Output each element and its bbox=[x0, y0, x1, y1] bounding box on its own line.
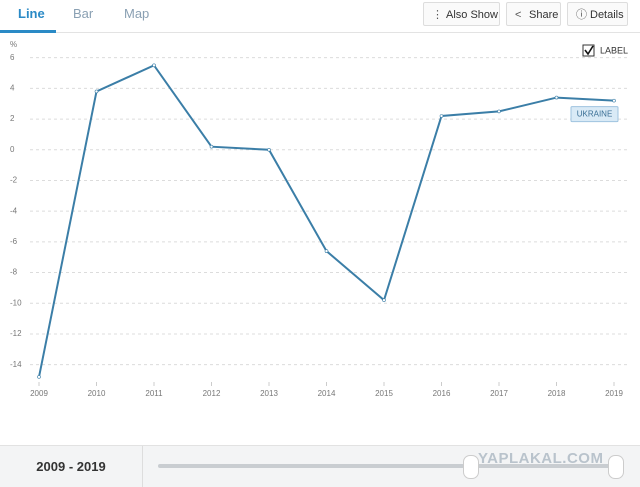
button-label: Share bbox=[529, 9, 559, 21]
point bbox=[94, 89, 99, 94]
range-bar: 2009 - 2019 YAPLAKAL.COM bbox=[0, 445, 640, 487]
y-tick-label: -4 bbox=[10, 206, 18, 215]
point bbox=[554, 95, 559, 100]
button-label: Details bbox=[590, 9, 624, 21]
point bbox=[439, 114, 444, 118]
tab-bar[interactable]: Bar bbox=[73, 6, 94, 21]
x-tick-label: 2017 bbox=[490, 389, 508, 398]
y-tick-label: -6 bbox=[10, 237, 18, 246]
x-tick-label: 2016 bbox=[433, 389, 451, 398]
x-tick-label: 2014 bbox=[318, 389, 336, 398]
slider-handle[interactable] bbox=[608, 455, 624, 479]
button-label: Also Show bbox=[446, 9, 498, 21]
point bbox=[209, 144, 214, 149]
series-label-box bbox=[570, 106, 619, 123]
tab-underline bbox=[0, 30, 56, 33]
y-tick-label: 2 bbox=[10, 114, 15, 123]
y-tick-label: -2 bbox=[10, 176, 18, 185]
x-tick-label: 2013 bbox=[260, 389, 278, 398]
point bbox=[324, 249, 329, 253]
point bbox=[497, 109, 501, 114]
tab-map[interactable]: Map bbox=[124, 6, 150, 21]
point bbox=[267, 147, 271, 152]
checkmark bbox=[584, 45, 594, 56]
range-label: 2009 - 2019 bbox=[0, 446, 143, 487]
series-line bbox=[38, 64, 615, 378]
point bbox=[37, 375, 41, 379]
x-tick-label: 2011 bbox=[145, 389, 163, 398]
label-checkbox[interactable] bbox=[582, 44, 595, 57]
x-tick-label: 2018 bbox=[548, 389, 566, 398]
x-tick-label: 2015 bbox=[375, 389, 393, 398]
series-label: UKRAINE bbox=[577, 109, 613, 118]
watermark: YAPLAKAL.COM bbox=[478, 450, 604, 467]
point bbox=[612, 98, 616, 103]
label-toggle[interactable]: LABEL bbox=[600, 45, 628, 55]
chart: % LABEL 6 4 2 0 -2 -4 -6 -8 -10 -12 -14 2009 2010 201… bbox=[10, 40, 630, 398]
point bbox=[382, 298, 386, 302]
also-show-button[interactable]: ⋮ Also Show bbox=[423, 2, 500, 26]
point bbox=[152, 63, 156, 68]
slider-handle[interactable] bbox=[463, 455, 479, 479]
y-tick-label: -10 bbox=[10, 298, 22, 307]
y-tick-label: -14 bbox=[10, 360, 22, 369]
tab-line[interactable]: Line bbox=[18, 6, 45, 21]
slider-track bbox=[158, 464, 618, 468]
y-tick-label: -12 bbox=[10, 329, 22, 338]
y-axis-label: % bbox=[10, 40, 17, 49]
y-tick-label: 4 bbox=[10, 83, 15, 92]
share-button[interactable]: < Share bbox=[506, 2, 561, 26]
toolbar: Line Bar Map ⋮ Also Show < Share ⓘ Details bbox=[0, 0, 640, 33]
y-tick-label: -8 bbox=[10, 268, 18, 277]
x-tick-label: 2012 bbox=[203, 389, 221, 398]
x-tick-label: 2019 bbox=[605, 389, 623, 398]
y-tick-label: 6 bbox=[10, 53, 15, 62]
y-tick-label: 0 bbox=[10, 145, 15, 154]
x-tick-label: 2010 bbox=[88, 389, 106, 398]
details-button[interactable]: ⓘ Details bbox=[567, 2, 628, 26]
x-tick-label: 2009 bbox=[30, 389, 48, 398]
